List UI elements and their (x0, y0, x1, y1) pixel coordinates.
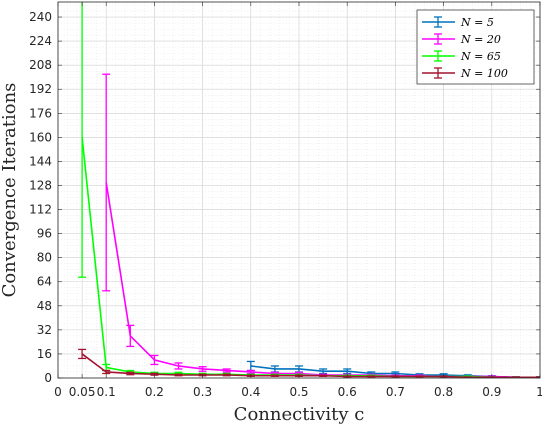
y-axis-title: Convergence Iterations (0, 83, 20, 298)
x-axis-ticks: 0 0.05 0.1 0.2 0.3 0.4 0.5 0.6 0.7 0.8 0.9 1 (54, 2, 542, 399)
x-tick-label: 0.7 (386, 385, 405, 399)
x-tick-label: 0.3 (193, 385, 212, 399)
y-tick-label: 0 (44, 371, 52, 385)
y-tick-label: 160 (29, 130, 52, 144)
legend-label: N = 65 (460, 50, 501, 63)
y-tick-label: 96 (37, 227, 52, 241)
x-axis-title: Connectivity c (234, 404, 365, 425)
y-tick-label: 80 (37, 251, 52, 265)
x-tick-label: 0.9 (482, 385, 501, 399)
legend-entry: N = 100 (422, 67, 508, 80)
error-bar (536, 376, 540, 378)
x-tick-label: 0.8 (434, 385, 453, 399)
y-tick-label: 112 (29, 203, 52, 217)
y-tick-label: 48 (37, 299, 52, 313)
y-tick-label: 16 (37, 347, 52, 361)
y-tick-label: 224 (29, 34, 52, 48)
y-tick-label: 176 (29, 106, 52, 120)
legend-label: N = 20 (460, 33, 501, 46)
y-tick-label: 128 (29, 178, 52, 192)
y-tick-label: 208 (29, 58, 52, 72)
x-tick-label: 0.4 (241, 385, 260, 399)
y-tick-label: 64 (37, 275, 52, 289)
legend-label: N = 100 (460, 67, 508, 80)
x-tick-label: 0.05 (69, 385, 96, 399)
x-tick-label: 0.2 (145, 385, 164, 399)
y-tick-label: 192 (29, 82, 52, 96)
x-tick-label: 0.6 (338, 385, 357, 399)
y-tick-label: 32 (37, 323, 52, 337)
y-tick-label: 144 (29, 154, 52, 168)
y-axis-ticks: 0 16 32 48 64 80 96 112 128 144 160 176 192 208 224 240 (29, 10, 540, 385)
x-tick-label: 1 (536, 385, 542, 399)
legend: N = 5 N = 20 N = 65 N = 100 (416, 9, 535, 85)
x-tick-label: 0.5 (289, 385, 308, 399)
legend-entry: N = 65 (422, 50, 501, 63)
x-tick-label: 0.1 (97, 385, 116, 399)
x-tick-label: 0 (54, 385, 62, 399)
legend-entry: N = 20 (422, 33, 501, 46)
y-tick-label: 240 (29, 10, 52, 24)
legend-label: N = 5 (460, 16, 494, 29)
legend-entry: N = 5 (422, 16, 494, 29)
series-line (81, 353, 540, 378)
